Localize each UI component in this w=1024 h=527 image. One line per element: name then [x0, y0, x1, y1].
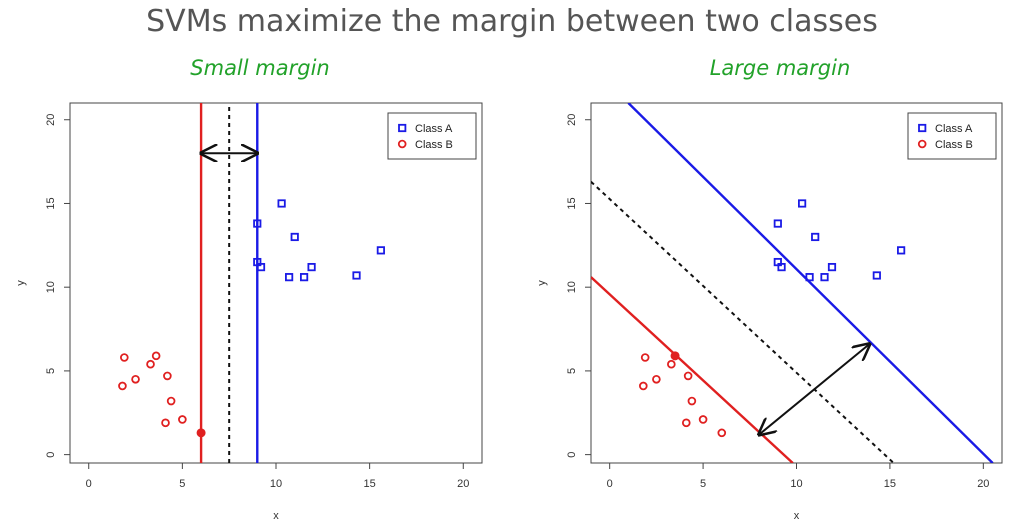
class-a-point [253, 219, 262, 228]
x-tick-label: 5 [179, 478, 185, 490]
class-a-point [352, 271, 361, 280]
x-tick-label: 0 [607, 478, 613, 490]
class-b-point [151, 351, 161, 361]
class-a-boundary-line [627, 103, 994, 463]
class-a-point [277, 199, 286, 208]
page-title: SVMs maximize the margin between two cla… [146, 4, 878, 39]
legend-label: Class A [935, 123, 973, 135]
class-a-point [827, 262, 837, 272]
decision-boundary-line [591, 180, 895, 463]
margin-arrow [759, 344, 869, 434]
legend-label: Class A [415, 123, 453, 135]
class-a-point [811, 232, 820, 242]
class-b-point [131, 374, 140, 384]
class-a-point [805, 273, 814, 282]
boundary-lines [199, 103, 259, 463]
x-tick-label: 15 [884, 478, 896, 490]
class-b-point [120, 353, 129, 362]
y-axis-label: y [15, 280, 27, 286]
legend-box [907, 112, 997, 160]
class-a-point [299, 273, 309, 282]
legend-class-a-marker [398, 123, 407, 133]
x-tick-label: 10 [790, 478, 802, 490]
class-b-point [717, 428, 727, 438]
class-a-point [285, 273, 294, 282]
y-tick-label: 15 [566, 197, 578, 209]
class-b-point [146, 359, 155, 369]
class-b-point [640, 353, 650, 362]
y-tick-label: 10 [566, 281, 578, 293]
x-tick-label: 15 [364, 478, 376, 490]
y-tick-label: 20 [566, 114, 578, 126]
chart-title-small-margin: Small margin [190, 56, 330, 80]
y-tick-label: 0 [566, 452, 578, 458]
y-tick-label: 10 [45, 281, 57, 293]
class-a-point [820, 273, 829, 282]
class-a-point [872, 271, 881, 280]
class-a-point [290, 232, 299, 242]
support-vector-point [670, 351, 680, 361]
legend-label: Class B [415, 139, 453, 151]
class-a-point [897, 246, 906, 255]
class-b-point [687, 396, 697, 406]
legend-class-a-marker [918, 123, 927, 133]
y-tick-label: 0 [45, 452, 57, 458]
class-a-point [798, 199, 807, 208]
y-tick-label: 5 [566, 368, 578, 374]
class-a-point [307, 262, 316, 272]
class-b-point [667, 359, 676, 369]
x-tick-label: 10 [270, 478, 282, 490]
class-b-point [118, 381, 127, 391]
class-a-point [777, 262, 786, 272]
class-b-point [161, 418, 170, 428]
class-b-point [166, 396, 176, 406]
legend-class-b-marker [917, 139, 927, 149]
y-axis-label: y [536, 280, 548, 286]
support-vector-point [196, 428, 206, 438]
class-b-point [683, 371, 693, 381]
chart-title-large-margin: Large margin [709, 56, 851, 80]
class-b-point [163, 371, 172, 381]
legend-label: Class B [935, 139, 973, 151]
x-tick-label: 0 [86, 478, 92, 490]
x-axis-label: x [794, 510, 800, 522]
class-a-point [376, 246, 385, 255]
x-tick-label: 5 [700, 478, 706, 490]
class-b-boundary-line [591, 276, 794, 463]
legend-box [387, 112, 477, 160]
y-tick-label: 15 [45, 197, 57, 209]
y-tick-label: 5 [45, 368, 57, 374]
y-tick-label: 20 [45, 114, 57, 126]
class-b-point [681, 418, 691, 428]
x-tick-label: 20 [977, 478, 989, 490]
class-b-point [639, 381, 648, 391]
x-tick-label: 20 [457, 478, 469, 490]
class-b-point [178, 415, 187, 424]
class-b-point [652, 374, 661, 384]
x-axis-label: x [273, 510, 279, 522]
class-a-point [773, 219, 782, 228]
legend-class-b-marker [397, 139, 407, 149]
class-a-point [256, 262, 266, 272]
class-b-point [698, 415, 708, 424]
